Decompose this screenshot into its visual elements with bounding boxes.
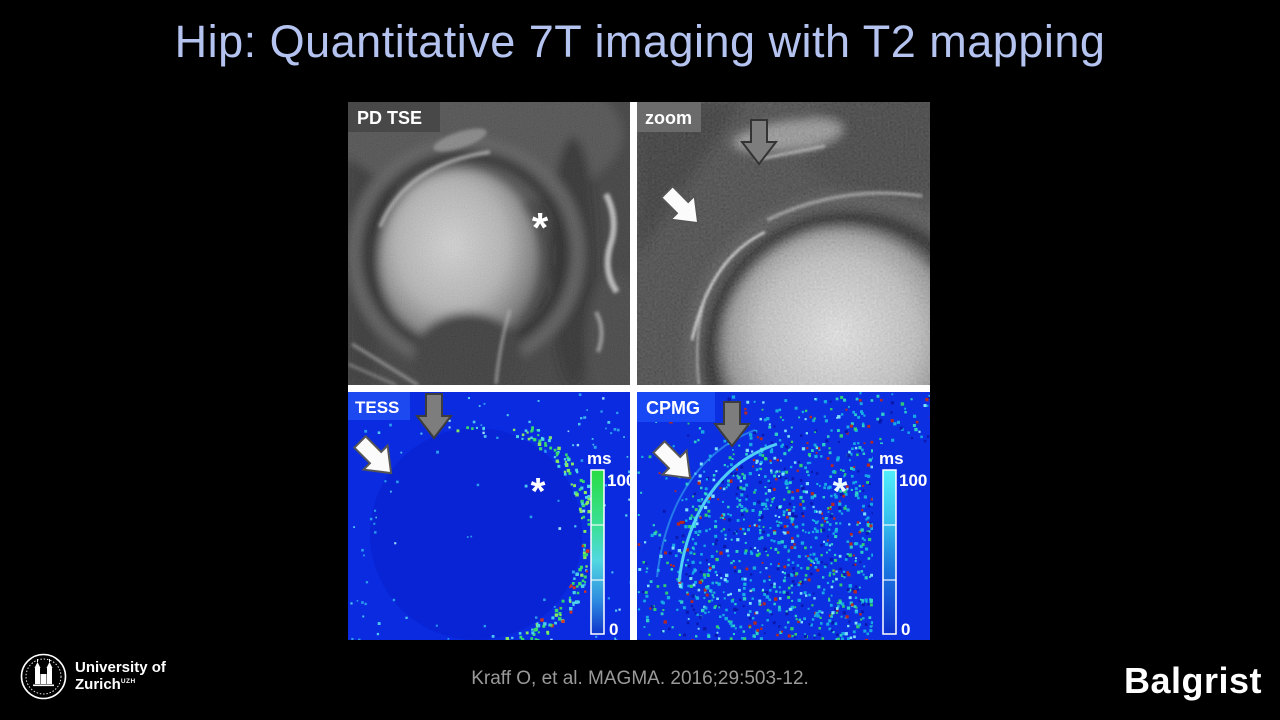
colorbar: ms 100 0	[587, 449, 630, 639]
uzh-line2: ZurichUZH	[75, 675, 136, 693]
balgrist-wordmark: Balgrist	[1123, 660, 1262, 701]
gray-down-arrow-icon	[712, 401, 752, 448]
uzh-line1: University of	[75, 659, 166, 676]
colorbar: ms 100 0	[879, 449, 927, 639]
panel-pd-tse: * PD TSE	[348, 102, 630, 385]
uzh-seal-icon	[20, 653, 67, 700]
colorbar-min-label: 0	[609, 620, 618, 639]
colorbar-min-label: 0	[901, 620, 910, 639]
panel-zoom: zoom	[637, 102, 930, 385]
panel-label-box	[348, 392, 410, 420]
colorbar-unit-label: ms	[587, 449, 612, 468]
white-arrow-icon	[659, 184, 700, 225]
panel-label-box	[637, 392, 715, 422]
asterisk-annotation: *	[833, 471, 848, 513]
colorbar-unit-label: ms	[879, 449, 904, 468]
panel-label-box	[637, 102, 701, 132]
gray-down-arrow-icon	[414, 393, 454, 440]
gray-down-arrow-icon	[739, 119, 779, 166]
mri-pd-tse-illustration: * PD TSE	[348, 102, 630, 385]
uzh-logo: University of ZurichUZH	[20, 653, 166, 700]
white-arrow-icon	[651, 439, 692, 480]
asterisk-annotation: *	[531, 471, 546, 513]
t2map-tess-illustration: * ms 100 0 TESS	[348, 392, 630, 640]
panel-label: zoom	[645, 108, 692, 128]
panel-label: PD TSE	[357, 108, 422, 128]
tess-speckle-layer	[350, 392, 630, 640]
figure-grid: * PD TSE	[348, 102, 930, 640]
citation: Kraff O, et al. MAGMA. 2016;29:503-12.	[471, 668, 809, 689]
t2map-cpmg-illustration: * ms 100 0 CPMG	[637, 392, 930, 640]
cpmg-noise-layer	[637, 392, 930, 640]
asterisk-annotation: *	[532, 204, 549, 251]
mri-zoom-illustration: zoom	[637, 102, 930, 385]
uzh-wordmark: University of ZurichUZH	[75, 659, 166, 693]
panel-label-box	[348, 102, 440, 132]
panel-label: TESS	[355, 398, 399, 417]
uzh-sup: UZH	[120, 677, 136, 685]
white-arrow-icon	[352, 434, 393, 475]
colorbar-max-label: 100	[607, 471, 630, 490]
panel-label: CPMG	[646, 398, 700, 418]
panel-tess: * ms 100 0 TESS	[348, 392, 630, 640]
panel-cpmg: * ms 100 0 CPMG	[637, 392, 930, 640]
slide-title: Hip: Quantitative 7T imaging with T2 map…	[174, 16, 1106, 67]
colorbar-max-label: 100	[899, 471, 927, 490]
